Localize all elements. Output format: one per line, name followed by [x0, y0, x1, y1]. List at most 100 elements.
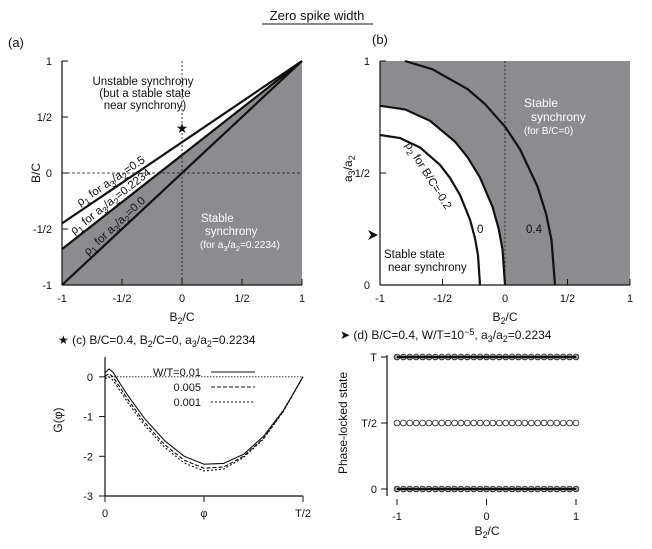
rho1-line [61, 60, 303, 251]
text-part: B/C=0.4, B [89, 333, 147, 347]
text-sub: 3 [488, 334, 493, 344]
rho1-line [61, 60, 303, 286]
y-tick-label: 1/2 [355, 168, 370, 180]
stable-label: synchrony [205, 226, 258, 238]
text-sub: 2 [123, 213, 133, 224]
x-axis-label: B2/C [169, 310, 194, 326]
x-tick-label: T/2 [295, 508, 311, 520]
x-tick-label: 1 [573, 511, 579, 523]
text-sub: 2 [483, 530, 488, 540]
text-sub: 2 [503, 334, 508, 344]
text-sub: 2 [236, 244, 240, 253]
x-axis-label: B2/C [474, 524, 499, 540]
text-part: B [474, 524, 482, 538]
text-part: /a [228, 240, 237, 251]
state-point [559, 419, 567, 427]
text-part: /a [493, 328, 503, 342]
state-point [553, 419, 561, 427]
near-sync-region [380, 105, 505, 285]
state-point [572, 419, 580, 427]
y-axis-label: G(φ) [51, 407, 65, 432]
state-point [547, 419, 554, 427]
text-sub: 2 [120, 170, 130, 181]
x-tick-label: φ [200, 508, 207, 520]
text-sub: 3 [347, 170, 357, 175]
state-point [470, 419, 478, 427]
panel-c-title: ★ (c) B/C=0.4, B2/C=0, a3/a2=0.2234 [58, 333, 256, 349]
stable-note: (for a3/a2=0.2234) [200, 240, 280, 253]
text-sub: 2 [347, 155, 357, 160]
text-part: B/C=0.4, W/T=10 [371, 328, 464, 342]
state-point [419, 419, 426, 427]
y-tick-label: -1 [42, 280, 52, 292]
x-tick-label: 1 [299, 293, 305, 305]
x-tick-label: -1 [57, 293, 67, 305]
g-curve [104, 373, 304, 469]
x-tick-label: 0 [483, 511, 489, 523]
x-tick-label: -1 [392, 511, 402, 523]
text-part: B [169, 310, 177, 324]
y-tick-label: 1 [364, 56, 370, 68]
text-part: ★ [58, 333, 72, 347]
state-point [406, 419, 414, 427]
state-point [476, 419, 484, 427]
y-tick-label: -2 [83, 451, 93, 463]
text-sub: 2 [178, 316, 183, 326]
y-tick-label: T/2 [361, 418, 377, 430]
text-part: /C [506, 310, 518, 324]
y-tick-label: -1/2 [33, 224, 52, 236]
y-tick-label: -1 [83, 412, 93, 424]
rho1-line [61, 60, 303, 225]
x-tick-label: -1/2 [113, 293, 132, 305]
text-part: , a [474, 328, 488, 342]
state-point [432, 419, 439, 427]
state-point [566, 419, 573, 427]
unstable-label: Unstable synchrony [93, 76, 194, 88]
state-point [438, 419, 446, 427]
near-sync-label: Stable state [384, 249, 445, 261]
text-part: /a [341, 160, 355, 170]
text-part: a [341, 175, 355, 182]
legend-label: 0.001 [173, 397, 201, 409]
stable-label: Stable [524, 96, 558, 110]
text-part: ➤ [340, 328, 353, 342]
text-part: /C [183, 310, 195, 324]
arrow-marker [368, 229, 378, 240]
x-tick-label: 1/2 [560, 293, 575, 305]
x-tick-label: 0 [102, 508, 108, 520]
text-part: (d) [353, 328, 371, 342]
stable-label: Stable [201, 213, 234, 225]
stable-label: synchrony [531, 110, 586, 124]
text-sub: 1 [89, 244, 99, 255]
state-point [515, 419, 522, 427]
y-tick-label: 0 [46, 168, 52, 180]
rho2-curve [379, 133, 482, 286]
text-sub: 3 [192, 339, 197, 349]
figure-title: Zero spike width [270, 8, 365, 23]
rho2-curve [379, 104, 507, 286]
state-point [508, 419, 516, 427]
state-point [495, 419, 503, 427]
y-axis-label: Phase-locked state [336, 372, 350, 474]
state-point [451, 419, 458, 427]
star-marker: ★ [176, 120, 189, 136]
panel-b-label: (b) [372, 32, 388, 47]
state-point [540, 419, 548, 427]
text-part: /C [488, 524, 500, 538]
unstable-label: near synchrony) [104, 100, 187, 112]
text-sub: 2 [501, 316, 506, 326]
state-point [457, 419, 465, 427]
rho2-curve-label: 0 [477, 224, 483, 236]
state-point [464, 419, 471, 427]
panel-d-title: ➤ (d) B/C=0.4, W/T=10−5, a3/a2=0.2234 [340, 327, 552, 344]
text-sub: 1 [83, 196, 93, 207]
state-point [489, 419, 497, 427]
panel-b: ρ2 for B/C=-0.20 0.411/20-1 -1/2 0 1/2 1B2/Ca… [341, 56, 633, 326]
y-tick-label: 0 [87, 372, 93, 384]
unstable-label: (but a stable state [99, 88, 190, 100]
x-axis-label: B2/C [492, 310, 517, 326]
text-sub: 2 [404, 148, 415, 158]
y-tick-label: 0 [364, 280, 370, 292]
near-sync-label: near synchrony [388, 262, 467, 274]
